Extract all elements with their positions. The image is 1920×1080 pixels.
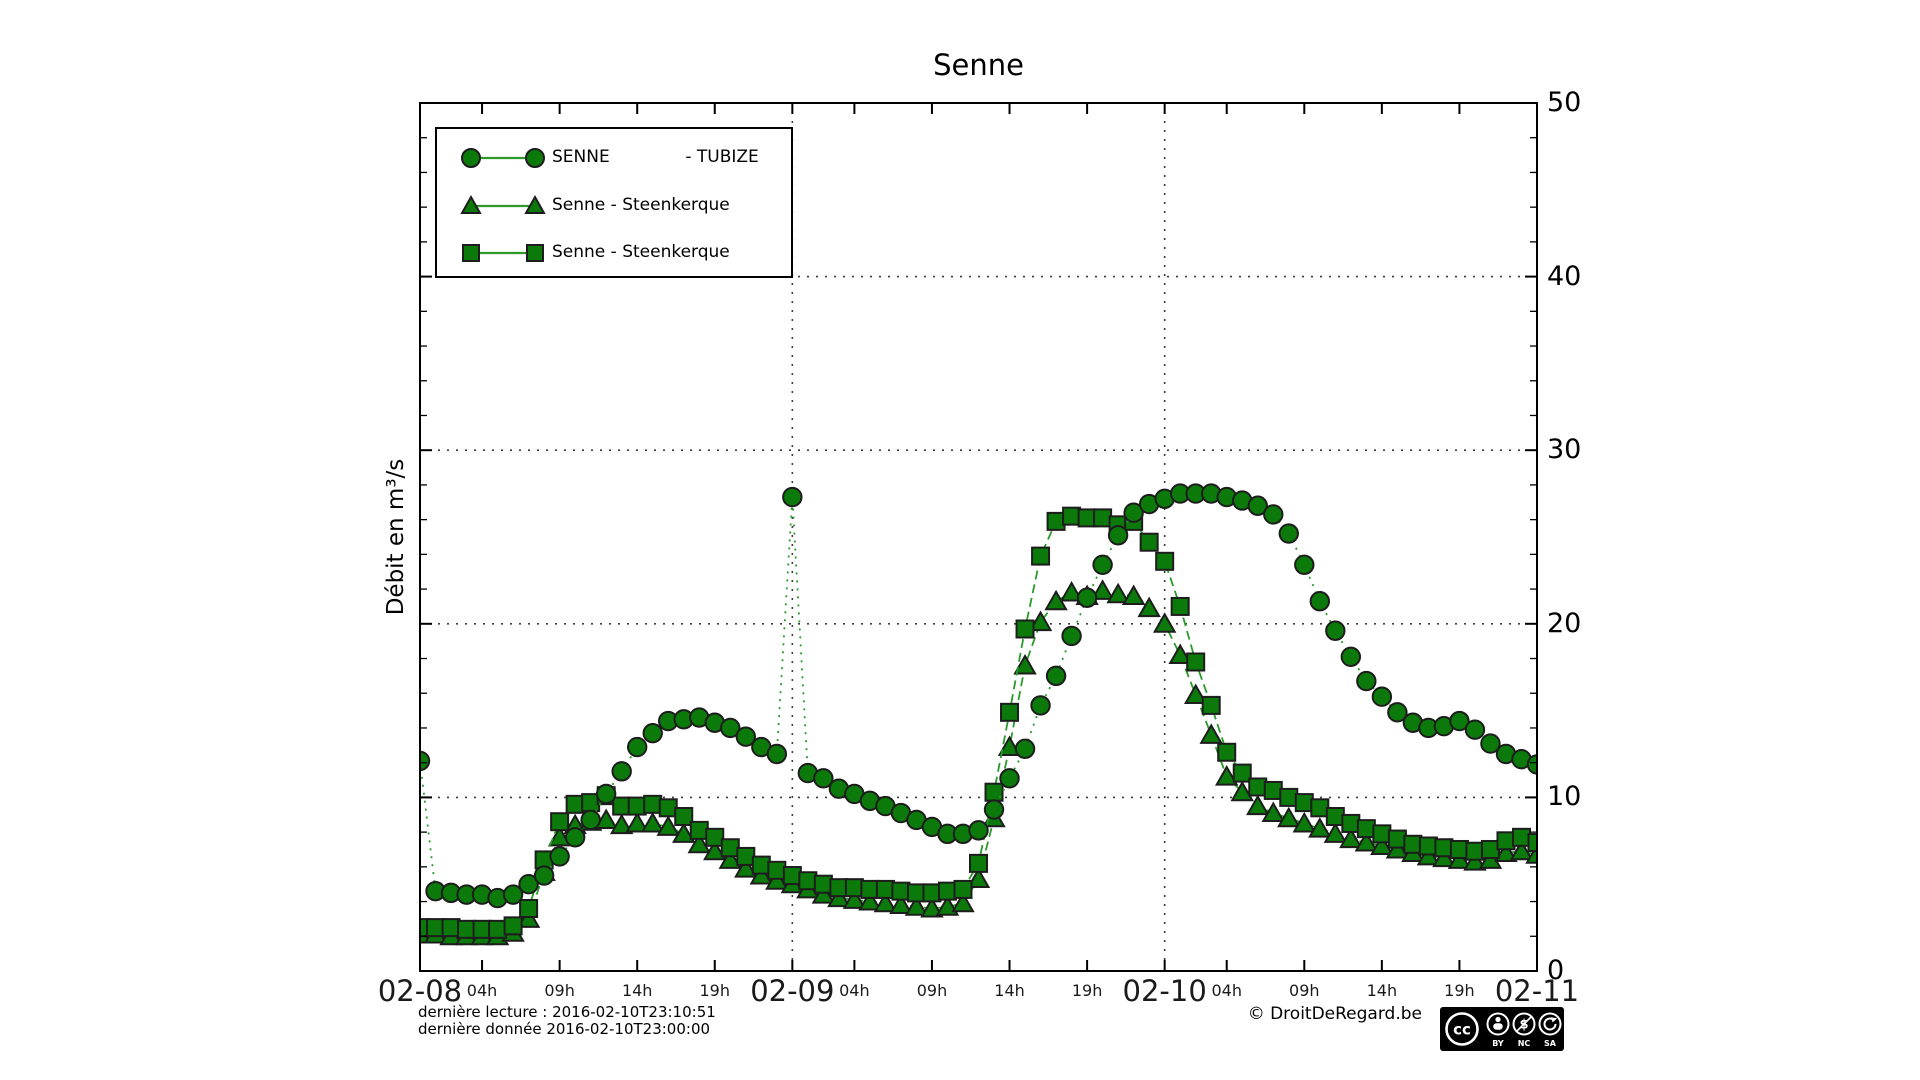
x-hour-label: 09h <box>1289 981 1320 1000</box>
x-day-label: 02-09 <box>750 974 835 1008</box>
triangle-marker-icon <box>459 191 547 225</box>
x-hour-label: 09h <box>544 981 575 1000</box>
legend-label-steenkerque-2: Senne - Steenkerque <box>552 242 730 262</box>
y-tick-label: 30 <box>1547 434 1582 466</box>
x-hour-label: 04h <box>466 981 498 1000</box>
x-hour-label: 09h <box>916 981 948 1000</box>
series-markers-square <box>419 506 1538 939</box>
legend-row-steenkerque-1: Senne - Steenkerque <box>437 189 791 223</box>
y-tick-label: 50 <box>1547 87 1582 118</box>
x-hour-label: 19h <box>699 981 731 1000</box>
x-day-label: 02-11 <box>1494 974 1580 1008</box>
cc-license-badge: cc $ BY NC SA <box>1440 1007 1564 1051</box>
nc-label: NC <box>1518 1039 1531 1048</box>
sa-arrow-icon <box>1538 1012 1562 1036</box>
circle-marker-icon <box>459 143 547 177</box>
legend: SENNE - TUBIZE Senne - Steenkerque Senne… <box>435 127 793 278</box>
legend-label-steenkerque-1: Senne - Steenkerque <box>552 195 730 215</box>
sa-label: SA <box>1544 1039 1557 1048</box>
by-label: BY <box>1492 1039 1504 1048</box>
legend-label-tubize: SENNE - TUBIZE <box>552 147 759 167</box>
legend-row-steenkerque-2: Senne - Steenkerque <box>437 236 791 270</box>
y-tick-label: 20 <box>1547 607 1582 639</box>
series-markers-circle <box>419 483 1538 909</box>
copyright-text: © DroitDeRegard.be <box>1247 1004 1422 1024</box>
cc-logo-text: cc <box>1453 1021 1471 1039</box>
plot-border <box>419 102 1538 972</box>
y-axis-label: Débit en m³/s <box>383 458 409 616</box>
y-tick-label: 40 <box>1547 260 1582 292</box>
series-markers-triangle <box>419 579 1538 946</box>
x-hour-label: 19h <box>1444 981 1475 1000</box>
x-hour-label: 14h <box>1366 981 1398 1000</box>
y-tick-label: 0 <box>1547 955 1565 986</box>
chart-title: Senne <box>933 48 1024 82</box>
x-hour-label: 14h <box>994 981 1025 1000</box>
x-hour-label: 19h <box>1071 981 1103 1000</box>
x-day-label: 02-08 <box>377 974 463 1008</box>
by-person-icon <box>1495 1016 1501 1023</box>
cc-by-nc-sa-icon: cc $ BY NC SA <box>1445 1012 1562 1048</box>
x-hour-label: 04h <box>839 981 870 1000</box>
x-hour-label: 04h <box>1211 981 1242 1000</box>
legend-row-tubize: SENNE - TUBIZE <box>437 141 791 175</box>
last-reading-text: dernière lecture : 2016-02-10T23:10:51 <box>418 1003 716 1021</box>
y-tick-label: 10 <box>1547 781 1582 813</box>
x-day-label: 02-10 <box>1122 974 1207 1008</box>
x-hour-label: 14h <box>621 981 653 1000</box>
square-marker-icon <box>459 238 547 272</box>
last-data-text: dernière donnée 2016-02-10T23:00:00 <box>418 1020 711 1038</box>
